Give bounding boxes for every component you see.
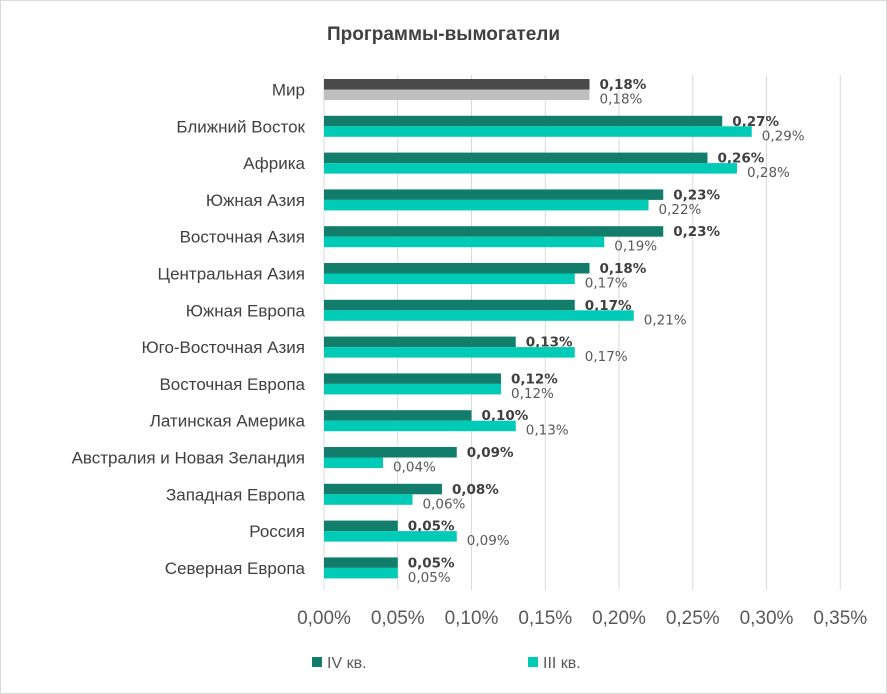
data-label-q4: 0,18% [600,261,647,277]
x-tick-label: 0,15% [518,608,572,629]
data-label-q4: 0,10% [482,408,529,424]
data-label-q3: 0,29% [762,128,805,144]
data-label-q4: 0,18% [600,77,647,93]
bar-q4 [324,79,590,90]
category-label: Мир [272,81,305,100]
bar-q3 [324,199,649,211]
x-tick-label: 0,05% [371,608,425,629]
data-label-q3: 0,28% [747,165,790,181]
category-label: Восточная Азия [180,228,305,247]
category-label: Африка [243,154,305,173]
data-label-q3: 0,06% [423,496,466,512]
data-label-q4: 0,05% [408,519,455,535]
data-label-q3: 0,17% [585,276,628,292]
bar-q4 [324,299,575,311]
bar-q3 [324,383,501,395]
bar-q3 [324,273,575,284]
category-label: Южная Азия [206,191,305,210]
x-tick-label: 0,35% [813,608,867,629]
bar-q4 [324,447,457,458]
bar-q3 [324,347,575,358]
bar-q4 [324,483,442,495]
category-label: Южная Европа [186,301,306,320]
data-label-q3: 0,21% [644,312,687,328]
bar-q3 [324,457,383,468]
x-tick-label: 0,00% [297,608,351,629]
bar-q4 [324,263,590,274]
legend-swatch-q3 [528,657,538,667]
bar-q4 [324,373,501,384]
x-tick-label: 0,25% [666,608,720,629]
bar-q4 [324,557,398,568]
bar-q3 [324,531,457,542]
x-tick-label: 0,20% [592,608,646,629]
bar-q3 [324,567,398,579]
x-tick-label: 0,10% [445,608,499,629]
category-label: Ближний Восток [176,117,305,136]
data-label-q4: 0,13% [526,335,573,351]
data-label-q4: 0,23% [673,224,720,240]
legend-label-q3: III кв. [543,655,581,672]
data-label-q4: 0,09% [467,445,514,461]
data-label-q3: 0,12% [511,386,554,402]
data-label-q4: 0,26% [718,151,765,167]
category-label: Центральная Азия [158,265,306,284]
category-label: Восточная Европа [159,375,305,394]
data-label-q3: 0,22% [659,202,702,218]
data-label-q3: 0,17% [585,349,628,365]
bar-q3 [324,494,413,505]
bar-q4 [324,520,398,532]
data-label-q3: 0,18% [600,92,643,108]
bar-q3 [324,236,605,248]
data-label-q3: 0,09% [467,533,510,549]
bar-q4 [324,152,708,164]
data-label-q4: 0,23% [673,187,720,203]
bar-q4 [324,189,664,200]
category-label: Россия [249,522,305,541]
category-label: Австралия и Новая Зеландия [72,449,305,468]
category-label: Западная Европа [166,485,306,504]
chart-title: Программы-вымогатели [326,24,561,45]
bar-q3 [324,163,737,174]
bar-q3 [324,89,590,100]
bar-q3 [324,126,752,137]
legend-label-q4: IV кв. [327,655,367,672]
bar-q3 [324,310,634,321]
data-label-q4: 0,12% [511,371,558,387]
bar-q4 [324,115,723,127]
data-label-q4: 0,08% [452,482,499,498]
data-label-q3: 0,13% [526,423,569,439]
bar-q4 [324,336,516,348]
bar-q4 [324,226,664,237]
data-label-q3: 0,05% [408,570,451,586]
legend-swatch-q4 [312,657,322,667]
bar-q3 [324,420,516,432]
category-label: Северная Европа [165,559,306,578]
data-label-q4: 0,17% [585,298,632,314]
data-label-q3: 0,04% [393,460,436,476]
data-label-q3: 0,19% [614,239,657,255]
data-label-q4: 0,27% [732,114,779,130]
category-label: Юго-Восточная Азия [141,338,305,357]
category-label: Латинская Америка [150,412,306,431]
bar-q4 [324,410,472,421]
data-label-q4: 0,05% [408,555,455,571]
x-tick-label: 0,30% [740,608,794,629]
